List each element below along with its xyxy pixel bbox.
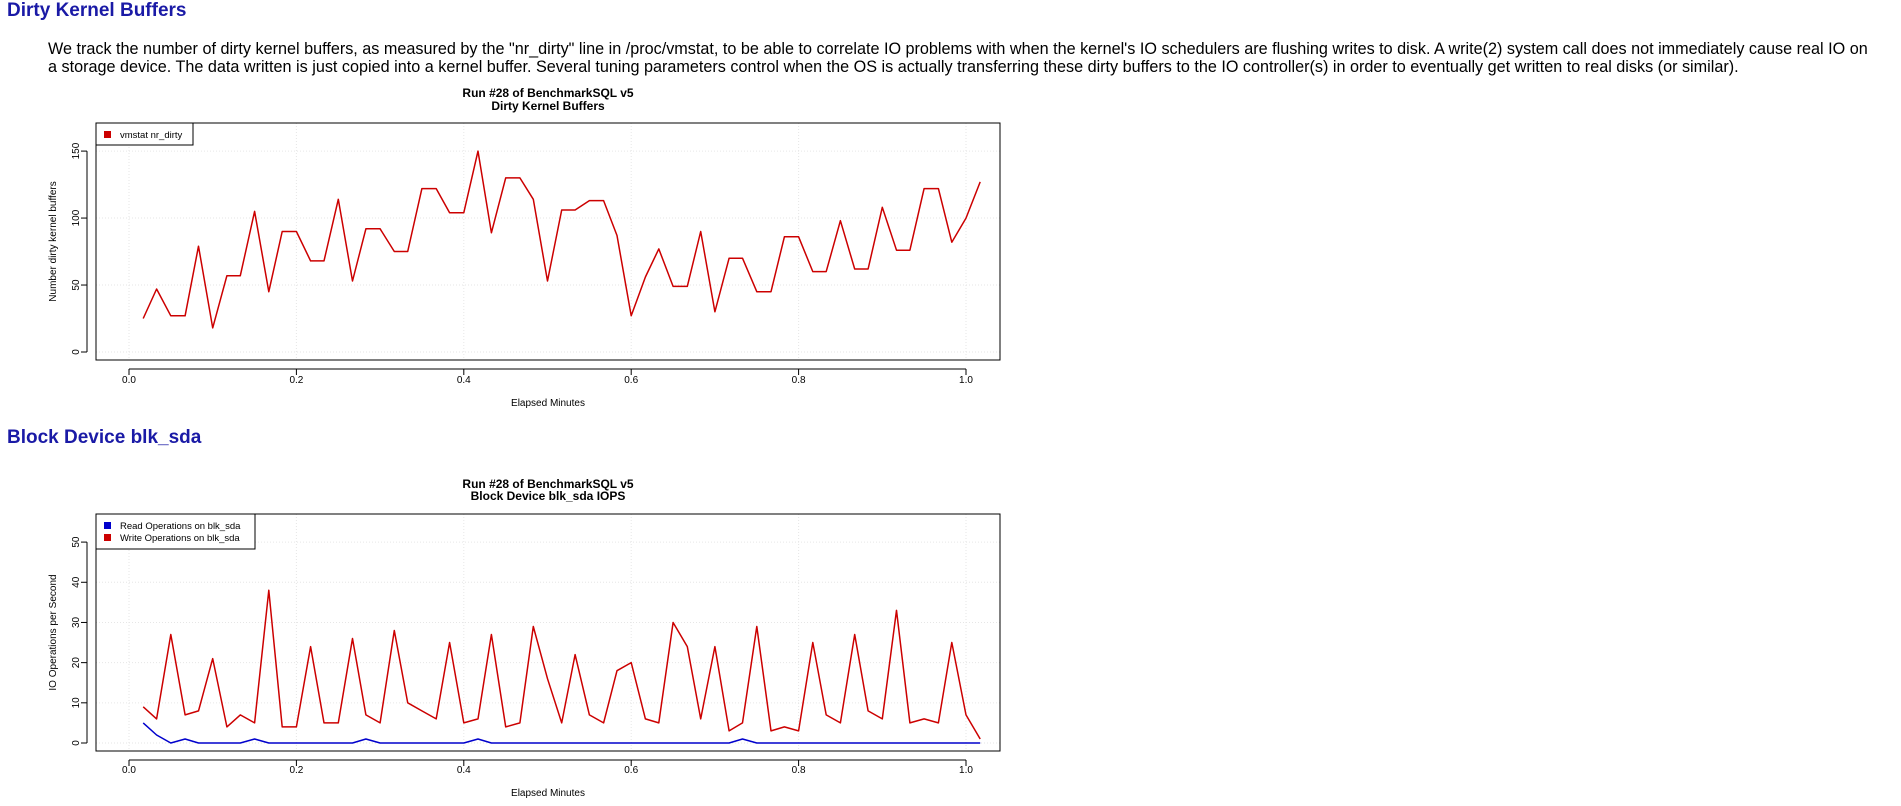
section-heading-block-device: Block Device blk_sda [7, 427, 202, 448]
x-tick-label: 0.4 [457, 765, 471, 776]
x-tick-label: 0.6 [624, 375, 638, 386]
x-tick-label: 1.0 [959, 765, 973, 776]
x-axis-label: Elapsed Minutes [511, 788, 585, 799]
y-axis-label: Number dirty kernel buffers [48, 181, 59, 301]
y-tick-label: 20 [71, 657, 82, 669]
plot-frame [95, 513, 1001, 752]
x-tick-label: 0.8 [792, 765, 806, 776]
y-tick-label: 30 [71, 616, 82, 628]
legend-swatch [104, 534, 111, 541]
section-heading-dirty-buffers: Dirty Kernel Buffers [7, 0, 187, 21]
section-description: We track the number of dirty kernel buff… [48, 40, 1868, 76]
series-line-1 [142, 722, 981, 744]
series-line-1 [142, 150, 981, 329]
y-tick-label: 50 [71, 536, 82, 548]
x-tick-label: 1.0 [959, 375, 973, 386]
chart-grid [96, 123, 1000, 360]
x-tick-label: 0.0 [122, 375, 136, 386]
x-tick-label: 0.0 [122, 765, 136, 776]
y-tick-label: 100 [71, 209, 82, 226]
x-tick-label: 0.2 [289, 765, 303, 776]
y-tick-label: 40 [71, 576, 82, 588]
x-tick-label: 0.2 [289, 375, 303, 386]
chart-title: Run #28 of BenchmarkSQL v5 [462, 477, 633, 491]
chart-legend: vmstat nr_dirty [95, 122, 194, 146]
y-tick-label: 50 [71, 279, 82, 291]
chart-title: Run #28 of BenchmarkSQL v5 [462, 86, 633, 100]
y-tick-label: 10 [71, 697, 82, 709]
legend-swatch [104, 131, 111, 138]
x-tick-label: 0.4 [457, 375, 471, 386]
y-tick-label: 0 [71, 349, 82, 355]
x-tick-label: 0.6 [624, 765, 638, 776]
legend-label: vmstat nr_dirty [120, 130, 183, 141]
legend-swatch [104, 522, 111, 529]
x-axis-label: Elapsed Minutes [511, 398, 585, 409]
series-line-2 [142, 589, 981, 740]
y-tick-label: 150 [71, 142, 82, 159]
y-tick-label: 0 [71, 740, 82, 746]
chart-subtitle: Dirty Kernel Buffers [491, 99, 605, 113]
x-tick-label: 0.8 [792, 375, 806, 386]
y-axis-label: IO Operations per Second [48, 574, 59, 690]
legend-label: Write Operations on blk_sda [120, 533, 240, 544]
chart-grid [96, 514, 1000, 751]
chart-subtitle: Block Device blk_sda IOPS [471, 489, 626, 503]
legend-label: Read Operations on blk_sda [120, 521, 241, 532]
plot-frame [95, 122, 1001, 361]
legend-box [95, 513, 256, 550]
legend-box [95, 122, 194, 146]
